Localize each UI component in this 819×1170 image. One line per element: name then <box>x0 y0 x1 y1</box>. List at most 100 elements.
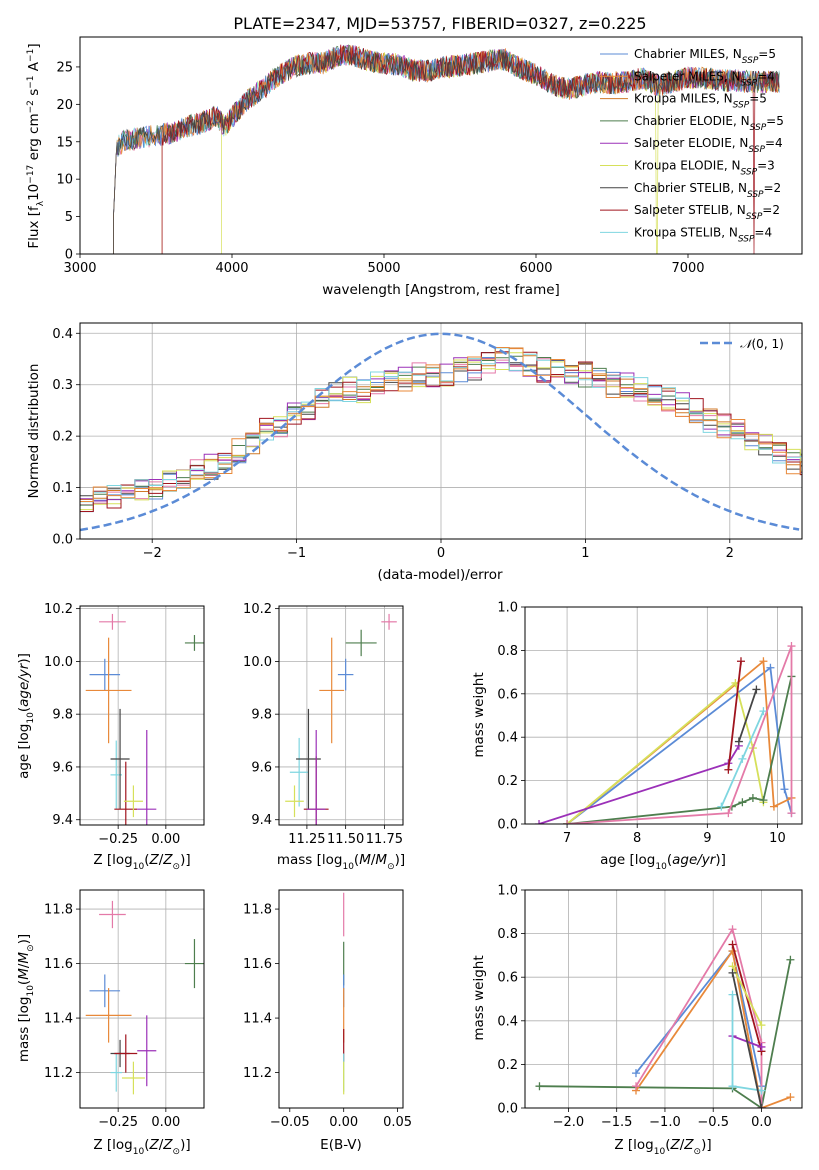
label-part: Z [log <box>614 1137 653 1153</box>
histogram-series-5 <box>80 352 802 511</box>
x-tick-label: 3000 <box>63 261 96 276</box>
label-part: / <box>680 1137 685 1153</box>
label-part: λ <box>36 200 46 206</box>
label-part: SSP <box>733 101 750 111</box>
y-tick-label: 11.4 <box>243 1012 272 1027</box>
label-part: =5 <box>758 47 776 61</box>
x-tick-label: 4000 <box>215 261 248 276</box>
label-part: 10 <box>26 184 42 201</box>
y-tick-label: 10.2 <box>243 602 272 617</box>
age-weight-axes: 7 8 9 10 0.0 0.2 0.4 0.6 0.8 1.0 <box>497 601 803 846</box>
x-axis-label: mass [log10(M/M⊙)] <box>277 852 405 872</box>
weight-marker <box>631 1082 640 1091</box>
label-part: 10 <box>133 1147 145 1157</box>
y-tick-label: 0.8 <box>497 644 518 659</box>
label-part: ( <box>354 852 359 868</box>
x-axis-label: (data-model)/error <box>377 567 503 583</box>
label-part: ⊙ <box>694 1147 702 1157</box>
ticks: −2 −1 0 1 2 0.0 0.1 0.2 0.3 0.4 <box>52 327 734 561</box>
label-part: =4 <box>765 136 783 150</box>
weight-marker <box>786 955 795 964</box>
x-tick-label: 10 <box>769 831 786 846</box>
weight-marker <box>759 657 768 666</box>
z-age-axes: −0.25 0.00 9.4 9.6 9.8 10.0 10.2 <box>44 602 205 847</box>
label-part: ( <box>665 1137 670 1153</box>
y-tick-label: 11.4 <box>44 1012 73 1027</box>
x-tick-label: −0.5 <box>697 1115 729 1130</box>
y-tick-label: 0.2 <box>52 430 73 445</box>
label-part: age [log <box>600 852 655 868</box>
legend-label: Chabrier STELIB, NSSP=2 <box>634 181 781 200</box>
z-mass-axes: −0.25 0.00 11.2 11.4 11.6 11.8 <box>44 889 205 1130</box>
label-part: −2 <box>26 100 36 113</box>
y-tick-label: 0.2 <box>497 774 518 789</box>
weight-marker <box>728 940 737 949</box>
label-part: ⊙ <box>387 862 395 872</box>
x-tick-label: 1 <box>581 546 589 561</box>
label-part: SSP <box>741 168 758 178</box>
histogram-series-9 <box>80 358 802 506</box>
ticks: −2.0 −1.5 −1.0 −0.5 0.0 0.0 0.2 0.4 0.6 0.8 1.0 <box>497 884 771 1131</box>
weight-marker <box>535 1082 544 1091</box>
weight-line-7 <box>727 661 742 770</box>
x-tick-label: 0.00 <box>151 832 180 847</box>
weight-line-5 <box>731 965 763 1026</box>
weight-line-9 <box>635 926 763 1108</box>
y-tick-label: 0.0 <box>497 1102 518 1117</box>
x-axis-label: E(B-V) <box>320 1137 362 1153</box>
y-axis-label: mass weight <box>471 955 487 1040</box>
y-tick-label: 9.8 <box>52 708 73 723</box>
y-tick-label: 1.0 <box>497 884 518 899</box>
weight-marker <box>787 809 796 818</box>
ebv-mass-axes: −0.05 0.00 0.05 11.2 11.4 11.6 11.8 <box>243 889 412 1130</box>
label-part: / <box>159 1137 164 1153</box>
y-tick-label: 11.2 <box>44 1066 73 1081</box>
weight-marker <box>748 793 757 802</box>
y-tick-label: 0.0 <box>497 818 518 833</box>
label-part: Kroupa MILES, N <box>634 92 733 106</box>
label-part: Z <box>162 1137 173 1153</box>
weight-marker <box>757 1104 766 1108</box>
weight-marker <box>717 802 726 811</box>
label-part: =4 <box>754 225 772 239</box>
label-part: ] <box>26 43 42 48</box>
label-part: )] <box>180 852 191 868</box>
plot-area <box>113 44 780 254</box>
label-part: mass [log <box>277 852 343 868</box>
label-part: =5 <box>766 114 784 128</box>
weight-marker <box>757 1042 766 1051</box>
histogram-legend: 𝒩(0, 1) <box>700 337 784 351</box>
y-axis-label: Normed distribution <box>26 364 42 499</box>
weight-line-6 <box>738 689 758 742</box>
y-tick-label: 0.4 <box>497 1014 518 1029</box>
label-part: Z <box>162 852 173 868</box>
label-part: ( <box>667 852 672 868</box>
label-part: Z <box>683 1137 694 1153</box>
label-part: age/yr <box>16 662 32 707</box>
weight-line-6 <box>731 972 763 1108</box>
label-part: −1 <box>26 49 36 62</box>
axes-frame <box>79 322 803 540</box>
y-tick-label: 0.4 <box>52 327 73 342</box>
legend-label: Chabrier ELODIE, NSSP=5 <box>634 114 784 133</box>
label-part: ( <box>16 707 32 712</box>
label-part: ( <box>144 852 149 868</box>
x-tick-label: 8 <box>633 831 641 846</box>
weight-marker <box>734 737 743 746</box>
x-axis-label: age [log10(age/yr)] <box>600 852 726 872</box>
y-tick-label: 10.0 <box>243 655 272 670</box>
x-tick-label: 11.50 <box>327 832 364 847</box>
x-axis-label: Z [log10(Z/Z⊙)] <box>93 1137 190 1157</box>
y-tick-label: 9.6 <box>251 760 272 775</box>
legend-label: Salpeter STELIB, NSSP=2 <box>634 203 780 222</box>
label-part: / <box>159 852 164 868</box>
plot-area <box>525 890 802 1108</box>
weight-marker <box>759 796 768 805</box>
y-tick-label: 25 <box>56 60 73 75</box>
ticks: −0.25 0.00 11.2 11.4 11.6 11.8 <box>44 903 180 1130</box>
weight-marker <box>738 798 747 807</box>
label-part: Salpeter STELIB, N <box>634 203 746 217</box>
label-part: SSP <box>741 78 758 88</box>
x-axis-label: wavelength [Angstrom, rest frame] <box>322 282 560 298</box>
x-tick-label: 7000 <box>671 261 704 276</box>
